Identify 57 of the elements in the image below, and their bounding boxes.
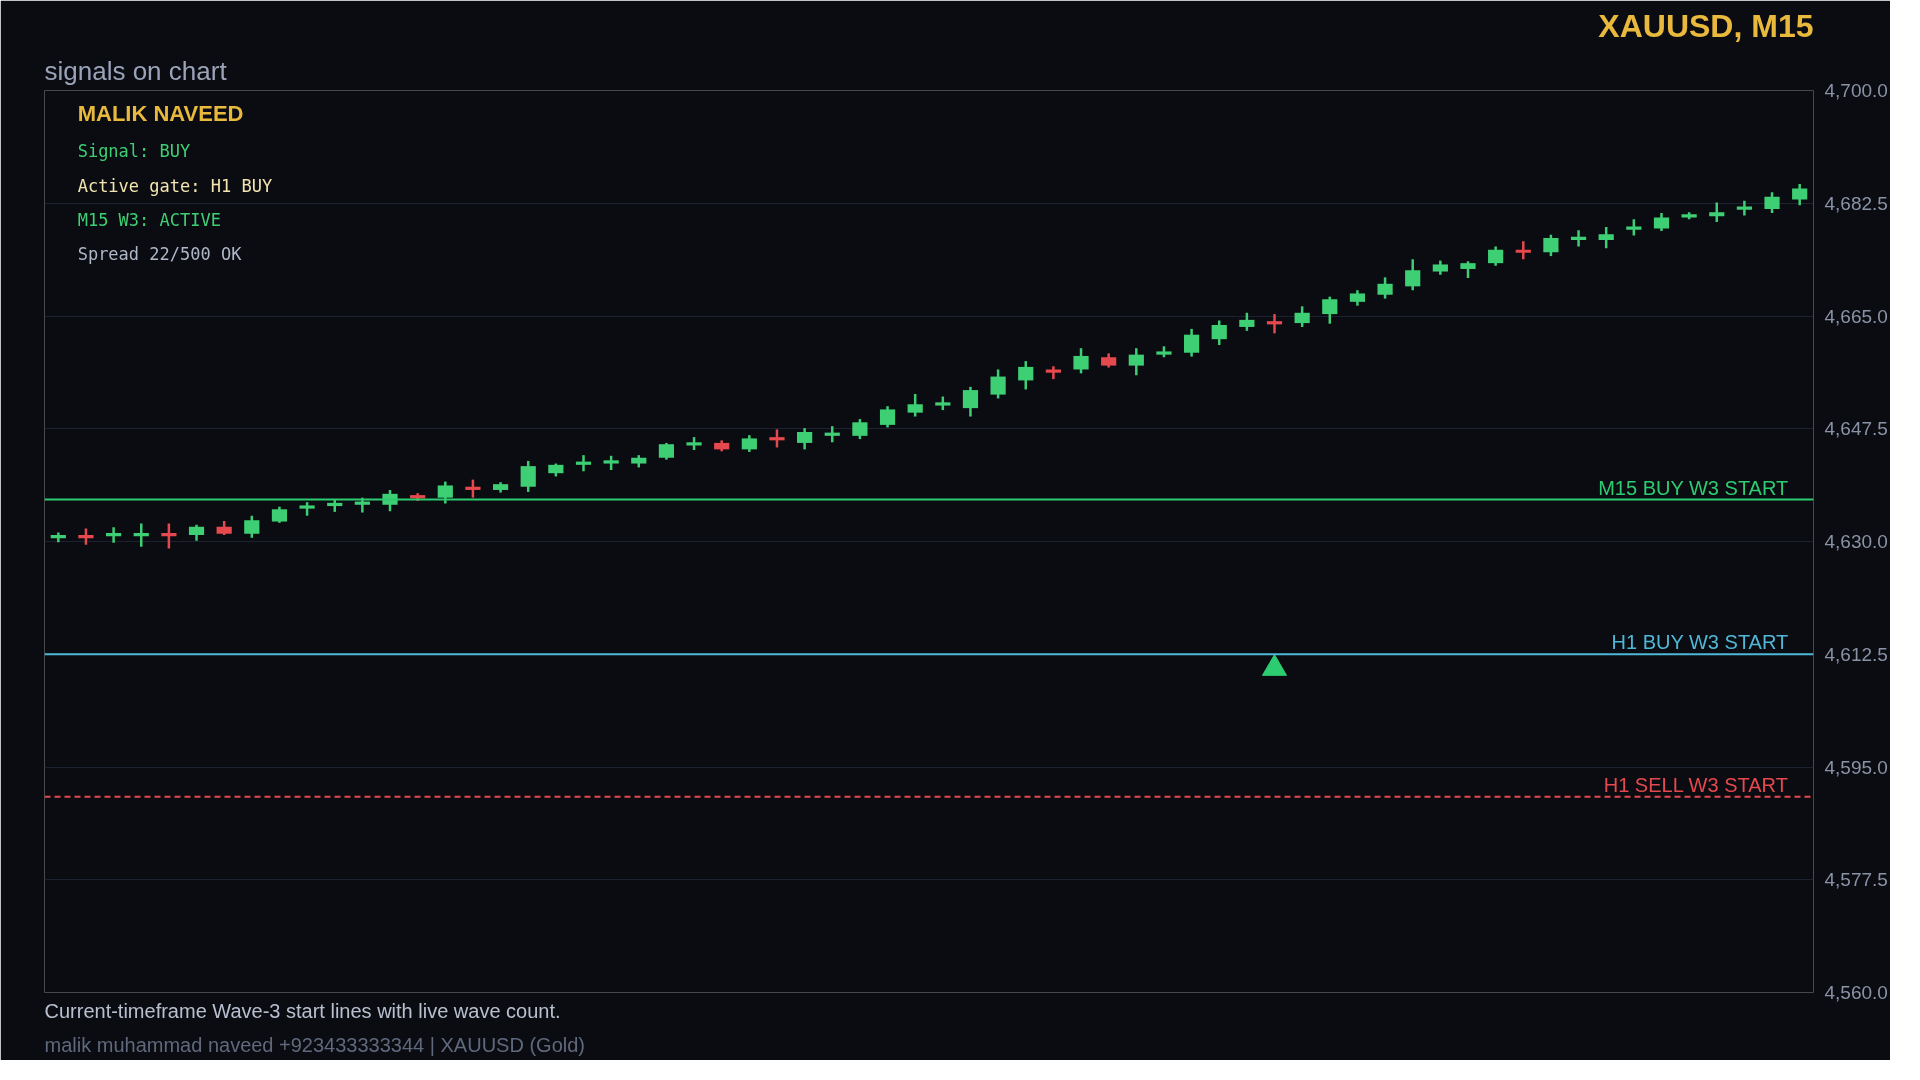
candlestick — [1792, 182, 1808, 207]
y-tick-label: 4,595.0 — [1824, 756, 1888, 778]
ref-line-label: H1 BUY W3 START — [1611, 631, 1789, 654]
y-tick-label: 4,665.0 — [1824, 305, 1888, 327]
candlestick — [824, 424, 840, 444]
candlestick — [1764, 191, 1780, 215]
candlestick — [1018, 359, 1034, 391]
candlestick — [1266, 312, 1283, 335]
candlestick — [962, 385, 979, 418]
candlestick — [575, 453, 592, 473]
candlestick — [520, 459, 536, 494]
annotation: M15 W3: ACTIVE — [77, 209, 221, 230]
candlestick — [1183, 327, 1200, 358]
ref-line-label: H1 SELL W3 START — [1603, 773, 1788, 796]
candlestick — [1543, 233, 1559, 258]
chart-subtitle: signals on chart — [44, 55, 228, 86]
candlestick — [1570, 229, 1587, 248]
text: Current-timeframe Wave-3 start lines with live wave count. — [44, 999, 561, 1022]
candlestick — [1211, 319, 1227, 347]
candlestick — [1598, 225, 1614, 250]
candlestick — [990, 368, 1006, 400]
annotation: MALIK NAVEED — [77, 100, 244, 126]
candlestick — [1073, 346, 1089, 375]
candlestick — [907, 392, 923, 418]
annotation: Spread 22/500 OK — [77, 243, 243, 264]
y-tick-label: 4,560.0 — [1824, 982, 1888, 1003]
candlestick — [1294, 305, 1310, 329]
y-tick-label: 4,700.0 — [1824, 80, 1888, 101]
candlestick — [437, 480, 453, 505]
y-tick-label: 4,577.5 — [1824, 869, 1888, 891]
y-tick-label: 4,612.5 — [1824, 643, 1888, 665]
candlestick — [133, 522, 149, 548]
candlestick — [1653, 211, 1670, 233]
candlestick — [879, 404, 896, 429]
candlestick — [852, 417, 868, 441]
candlestick — [1128, 346, 1144, 377]
candlestick — [465, 478, 481, 499]
candlestick — [1488, 245, 1504, 267]
y-tick-label: 4,647.5 — [1824, 418, 1888, 440]
candlestick — [797, 426, 813, 451]
candlestick — [161, 522, 177, 550]
candlestick — [1377, 276, 1393, 300]
annotation: Active gate: H1 BUY — [77, 175, 273, 196]
candlestick — [1239, 311, 1255, 333]
candlestick — [1322, 295, 1338, 325]
y-tick-label: 4,630.0 — [1824, 531, 1888, 552]
ref-line-label: M15 BUY W3 START — [1598, 476, 1789, 499]
text: XAUUSD, M15 — [1598, 7, 1814, 44]
text: malik muhammad naveed +923433333344 | XAUUSD (Gold) — [44, 1033, 585, 1056]
candlestick — [769, 428, 785, 449]
candlestick — [1515, 240, 1531, 261]
y-tick-label: 4,682.5 — [1824, 192, 1888, 214]
annotation: Signal: BUY — [77, 140, 191, 161]
candlestick — [1709, 201, 1725, 224]
candlestick — [244, 514, 260, 539]
candlestick — [1405, 258, 1421, 292]
candlestick — [106, 526, 122, 545]
